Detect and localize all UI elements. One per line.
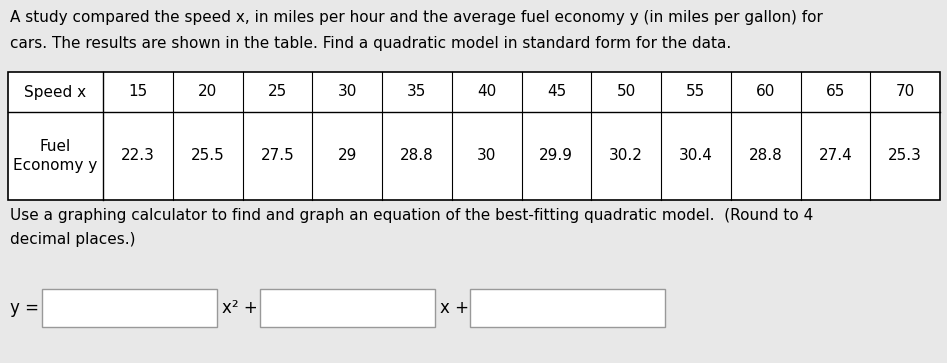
Text: 25.3: 25.3 [888, 148, 922, 163]
Text: 25.5: 25.5 [190, 148, 224, 163]
Text: y =: y = [10, 299, 39, 317]
Text: 45: 45 [546, 85, 566, 99]
Text: A study compared the speed x, in miles per hour and the average fuel economy y (: A study compared the speed x, in miles p… [10, 10, 823, 25]
Text: x +: x + [440, 299, 469, 317]
Text: 28.8: 28.8 [400, 148, 434, 163]
Text: 15: 15 [128, 85, 148, 99]
Text: x² +: x² + [222, 299, 258, 317]
Text: 22.3: 22.3 [121, 148, 154, 163]
Text: 40: 40 [477, 85, 496, 99]
Bar [260, 289, 435, 327]
Text: Speed x: Speed x [25, 85, 86, 99]
Text: 27.5: 27.5 [260, 148, 295, 163]
Text: 28.8: 28.8 [749, 148, 782, 163]
Text: 20: 20 [198, 85, 217, 99]
Text: 30: 30 [337, 85, 357, 99]
Text: 55: 55 [687, 85, 706, 99]
Text: 29.9: 29.9 [540, 148, 573, 163]
Text: 27.4: 27.4 [818, 148, 852, 163]
Text: Fuel
Economy y: Fuel Economy y [13, 139, 98, 174]
Text: 29: 29 [337, 148, 357, 163]
Text: 70: 70 [896, 85, 915, 99]
Bar [8, 72, 940, 200]
Text: decimal places.): decimal places.) [10, 232, 135, 247]
Text: Use a graphing calculator to find and graph an equation of the best-fitting quad: Use a graphing calculator to find and gr… [10, 208, 813, 223]
Text: 35: 35 [407, 85, 426, 99]
Text: 30.2: 30.2 [609, 148, 643, 163]
Text: cars. The results are shown in the table. Find a quadratic model in standard for: cars. The results are shown in the table… [10, 36, 731, 51]
Text: 65: 65 [826, 85, 845, 99]
Bar [42, 289, 217, 327]
Text: 50: 50 [616, 85, 635, 99]
Text: 25: 25 [268, 85, 287, 99]
Bar [470, 289, 665, 327]
Text: 30.4: 30.4 [679, 148, 713, 163]
Text: 30: 30 [477, 148, 496, 163]
Text: 60: 60 [756, 85, 776, 99]
